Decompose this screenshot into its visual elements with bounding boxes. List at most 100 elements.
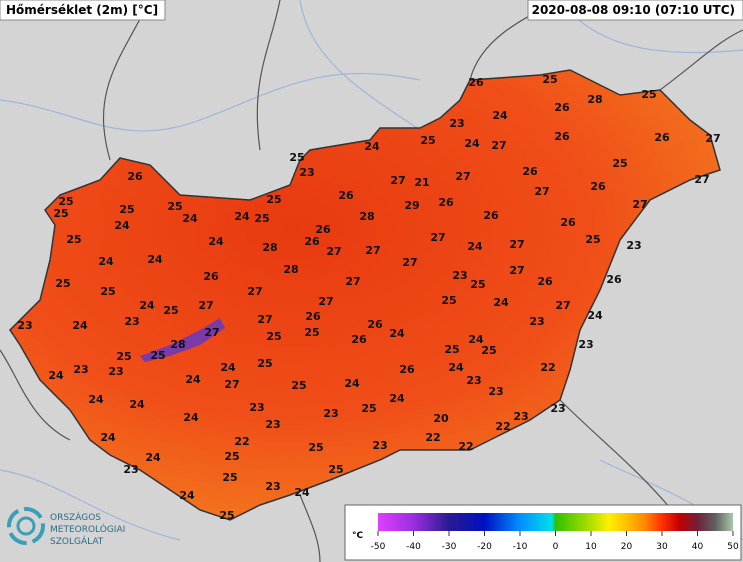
logo-text: METEOROLÓGIAI: [50, 523, 125, 535]
station-value: 25: [444, 343, 459, 356]
station-value: 24: [294, 486, 310, 499]
station-value: 24: [389, 327, 405, 340]
station-value: 25: [58, 195, 73, 208]
station-value: 26: [304, 235, 320, 248]
title: Hőmérséklet (2m) [°C]: [6, 3, 158, 17]
station-value: 25: [219, 509, 234, 522]
station-value: 25: [304, 326, 319, 339]
station-value: 26: [305, 310, 321, 323]
station-value: 27: [318, 295, 333, 308]
station-value: 23: [17, 319, 32, 332]
station-value: 27: [705, 132, 720, 145]
station-value: 24: [344, 377, 360, 390]
station-value: 27: [390, 174, 405, 187]
station-value: 26: [606, 273, 622, 286]
station-value: 27: [534, 185, 549, 198]
station-value: 24: [234, 210, 250, 223]
logo-text: SZOLGÁLAT: [50, 535, 104, 547]
station-value: 28: [262, 241, 277, 254]
station-value: 25: [100, 285, 115, 298]
station-value: 25: [224, 450, 239, 463]
station-value: 25: [481, 344, 496, 357]
station-value: 25: [66, 233, 81, 246]
station-value: 25: [361, 402, 376, 415]
station-value: 26: [590, 180, 606, 193]
station-value: 24: [493, 296, 509, 309]
colorbar-tick-label: -40: [406, 542, 421, 552]
station-value: 24: [182, 212, 198, 225]
station-value: 27: [694, 173, 709, 186]
station-value: 23: [299, 166, 314, 179]
station-value: 26: [554, 101, 570, 114]
station-value: 25: [266, 330, 281, 343]
colorbar-tick-label: 10: [585, 542, 597, 552]
station-value: 26: [654, 131, 670, 144]
station-value: 27: [555, 299, 570, 312]
station-value: 23: [449, 117, 464, 130]
colorbar-tick-label: 20: [621, 542, 633, 552]
station-value: 27: [257, 313, 272, 326]
station-value: 25: [308, 441, 323, 454]
station-value: 24: [389, 392, 405, 405]
station-value: 28: [359, 210, 374, 223]
station-value: 26: [399, 363, 415, 376]
station-value: 25: [222, 471, 237, 484]
station-value: 25: [167, 200, 182, 213]
station-value: 24: [464, 137, 480, 150]
title-box: [0, 0, 166, 21]
colorbar-tick-label: 40: [692, 542, 704, 552]
station-value: 24: [145, 451, 161, 464]
station-value: 24: [100, 431, 116, 444]
station-value: 26: [351, 333, 367, 346]
station-value: 26: [483, 209, 499, 222]
station-value: 22: [234, 435, 249, 448]
station-value: 25: [291, 379, 306, 392]
station-value: 26: [560, 216, 576, 229]
station-value: 23: [466, 374, 481, 387]
station-value: 24: [467, 240, 483, 253]
station-value: 23: [124, 315, 139, 328]
station-value: 24: [220, 361, 236, 374]
station-value: 25: [257, 357, 272, 370]
station-value: 27: [402, 256, 417, 269]
station-value: 26: [338, 189, 354, 202]
station-value: 24: [88, 393, 104, 406]
station-value: 24: [114, 219, 130, 232]
station-value: 22: [540, 361, 555, 374]
station-value: 23: [372, 439, 387, 452]
station-value: 22: [495, 420, 510, 433]
station-value: 23: [265, 480, 280, 493]
station-value: 23: [550, 402, 565, 415]
station-value: 24: [179, 489, 195, 502]
station-value: 25: [641, 88, 656, 101]
station-value: 25: [612, 157, 627, 170]
station-value: 23: [323, 407, 338, 420]
colorbar-tick-label: 50: [727, 542, 739, 552]
station-value: 28: [170, 338, 185, 351]
station-value: 27: [365, 244, 380, 257]
station-value: 23: [529, 315, 544, 328]
station-value: 29: [404, 199, 419, 212]
station-value: 27: [509, 238, 524, 251]
station-value: 24: [492, 109, 508, 122]
station-value: 23: [108, 365, 123, 378]
station-value: 27: [509, 264, 524, 277]
station-value: 27: [247, 285, 262, 298]
logo-text: ORSZÁGOS: [50, 511, 101, 523]
station-value: 25: [328, 463, 343, 476]
station-value: 25: [116, 350, 131, 363]
timestamp-box: [527, 0, 743, 21]
colorbar-tick-label: -50: [371, 542, 386, 552]
station-value: 26: [127, 170, 143, 183]
station-value: 24: [129, 398, 145, 411]
station-value: 27: [326, 245, 341, 258]
station-value: 24: [364, 140, 380, 153]
station-value: 26: [554, 130, 570, 143]
station-value: 26: [367, 318, 383, 331]
station-value: 23: [488, 385, 503, 398]
station-value: 25: [150, 349, 165, 362]
station-value: 24: [72, 319, 88, 332]
station-value: 27: [224, 378, 239, 391]
